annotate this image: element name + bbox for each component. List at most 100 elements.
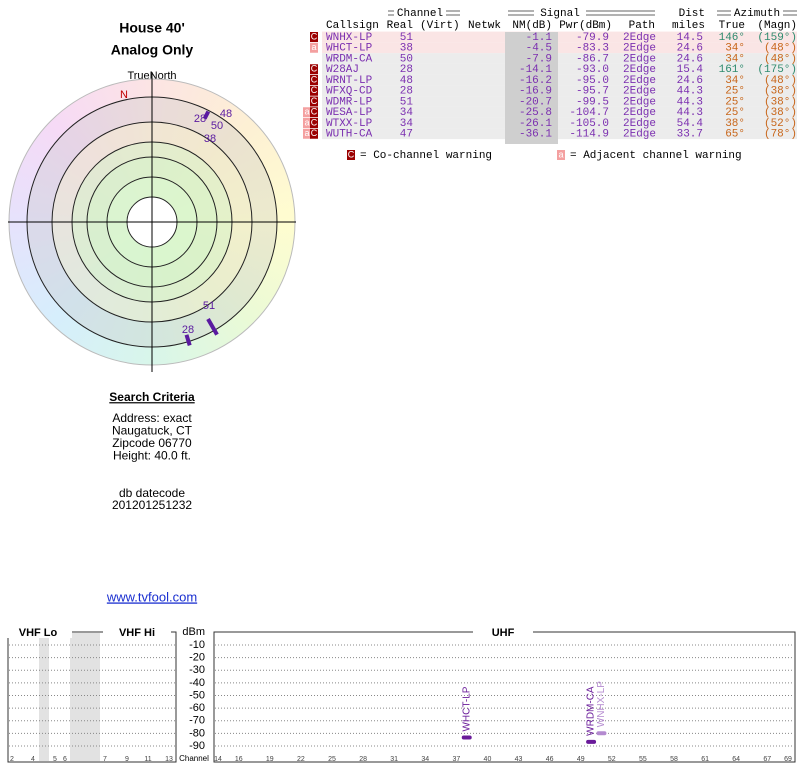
cell-path: 2Edge — [623, 86, 656, 98]
column-header: True — [719, 20, 745, 32]
marker-label: 28 — [182, 324, 194, 336]
cell-path: 2Edge — [623, 107, 656, 119]
cell-magn: (159°) — [757, 32, 797, 44]
vhf-band-shade — [70, 633, 100, 761]
y-tick-label: -30 — [189, 664, 205, 676]
legend-symbol: C — [348, 149, 355, 159]
cell-nm: -7.9 — [526, 53, 552, 65]
y-tick-label: -50 — [189, 689, 205, 701]
band-title: VHF Hi — [119, 627, 155, 639]
station-label: WNHX-LP — [596, 681, 607, 727]
y-tick-label: -80 — [189, 727, 205, 739]
cell-pwr: -83.3 — [576, 43, 609, 55]
x-tick-label: 37 — [452, 756, 460, 763]
cell-dist: 54.4 — [677, 118, 704, 130]
azimuth-marker — [202, 110, 211, 120]
warning-box — [303, 118, 311, 128]
link[interactable]: www.tvfool.com — [106, 589, 197, 604]
warning-symbol: a — [304, 107, 309, 117]
column-header: Callsign — [326, 20, 379, 32]
legend-text: = Co-channel warning — [360, 150, 492, 162]
marker-label: 51 — [203, 300, 215, 312]
marker-label: 28 — [194, 113, 206, 125]
cell-true: 38° — [725, 118, 745, 130]
x-tick-label: 14 — [214, 756, 222, 763]
x-tick-label: 46 — [546, 756, 554, 763]
x-tick-label: 25 — [328, 756, 336, 763]
cell-real: 34 — [400, 118, 414, 130]
cell-true: 65° — [725, 129, 745, 141]
cell-callsign: W28AJ — [326, 64, 359, 76]
cell-callsign: WESA-LP — [326, 107, 373, 119]
warning-symbol: C — [311, 74, 318, 84]
cell-real: 28 — [400, 86, 413, 98]
cell-true: 161° — [719, 64, 745, 76]
criteria-title: Search Criteria — [109, 390, 195, 404]
x-tick-label: 69 — [784, 756, 792, 763]
cell-true: 25° — [725, 107, 745, 119]
column-header: (Magn) — [757, 20, 797, 32]
band-title-bg — [473, 626, 533, 638]
station-label: WHCT-LP — [461, 686, 472, 731]
station-bar — [461, 735, 472, 740]
warning-box — [310, 42, 318, 53]
uhf-frame — [213, 631, 796, 763]
x-axis-label: Channel — [179, 754, 209, 763]
criteria-line: Height: 40.0 ft. — [113, 449, 191, 463]
x-tick-label: 22 — [297, 756, 305, 763]
x-tick-label: 7 — [103, 756, 107, 763]
cell-path: 2Edge — [623, 32, 656, 44]
cell-path: 2Edge — [623, 129, 656, 141]
column-header: Pwr(dBm) — [559, 20, 612, 32]
datecode: 201201251232 — [112, 498, 192, 512]
group-header: Channel — [397, 8, 443, 20]
warning-box — [310, 64, 318, 75]
cell-pwr: -79.9 — [576, 32, 609, 44]
cell-callsign: WRDM-CA — [326, 53, 373, 65]
row-background — [322, 53, 797, 64]
x-tick-label: 31 — [390, 756, 398, 763]
legend-text: = Adjacent channel warning — [570, 150, 742, 162]
x-tick-label: 2 — [10, 756, 14, 763]
cell-path: 2Edge — [623, 43, 656, 55]
north-marker: N — [120, 89, 128, 101]
warning-box — [310, 32, 318, 42]
station-label: WRDM-CA — [586, 686, 597, 736]
warning-box — [310, 118, 318, 128]
x-tick-label: 43 — [515, 756, 523, 763]
x-tick-label: 11 — [144, 756, 151, 763]
warning-symbol: C — [311, 107, 318, 117]
cell-magn: (48°) — [764, 75, 797, 87]
y-tick-label: -20 — [189, 652, 205, 664]
warning-box — [303, 128, 311, 139]
y-tick-label: -40 — [189, 677, 205, 689]
column-header: (Virt) — [420, 20, 460, 32]
x-tick-label: 9 — [125, 756, 129, 763]
row-background — [322, 31, 797, 43]
x-tick-label: 5 — [53, 756, 57, 763]
cell-real: 48 — [400, 75, 413, 87]
y-axis-label: dBm — [182, 626, 205, 638]
warning-symbol: a — [304, 128, 309, 138]
cell-callsign: WFXQ-CD — [326, 86, 373, 98]
cell-real: 28 — [400, 64, 413, 76]
row-background — [322, 74, 797, 86]
band-title-bg — [4, 626, 72, 638]
band-title: VHF Lo — [19, 627, 58, 639]
cell-callsign: WDMR-LP — [326, 96, 373, 108]
marker-label: 48 — [220, 108, 232, 120]
warning-symbol: a — [304, 117, 309, 127]
azimuth-marker — [206, 317, 219, 336]
legend-symbol: a — [558, 149, 563, 159]
column-header: Netwk — [468, 20, 501, 32]
cell-pwr: -114.9 — [569, 129, 609, 141]
x-tick-label: 16 — [235, 756, 243, 763]
nm-column-shade — [505, 32, 558, 144]
y-tick-label: -60 — [189, 702, 205, 714]
cell-magn: (48°) — [764, 43, 797, 55]
warning-box — [310, 96, 318, 107]
cell-dist: 24.6 — [677, 43, 703, 55]
cell-magn: (38°) — [764, 96, 797, 108]
cell-magn: (78°) — [764, 129, 797, 141]
